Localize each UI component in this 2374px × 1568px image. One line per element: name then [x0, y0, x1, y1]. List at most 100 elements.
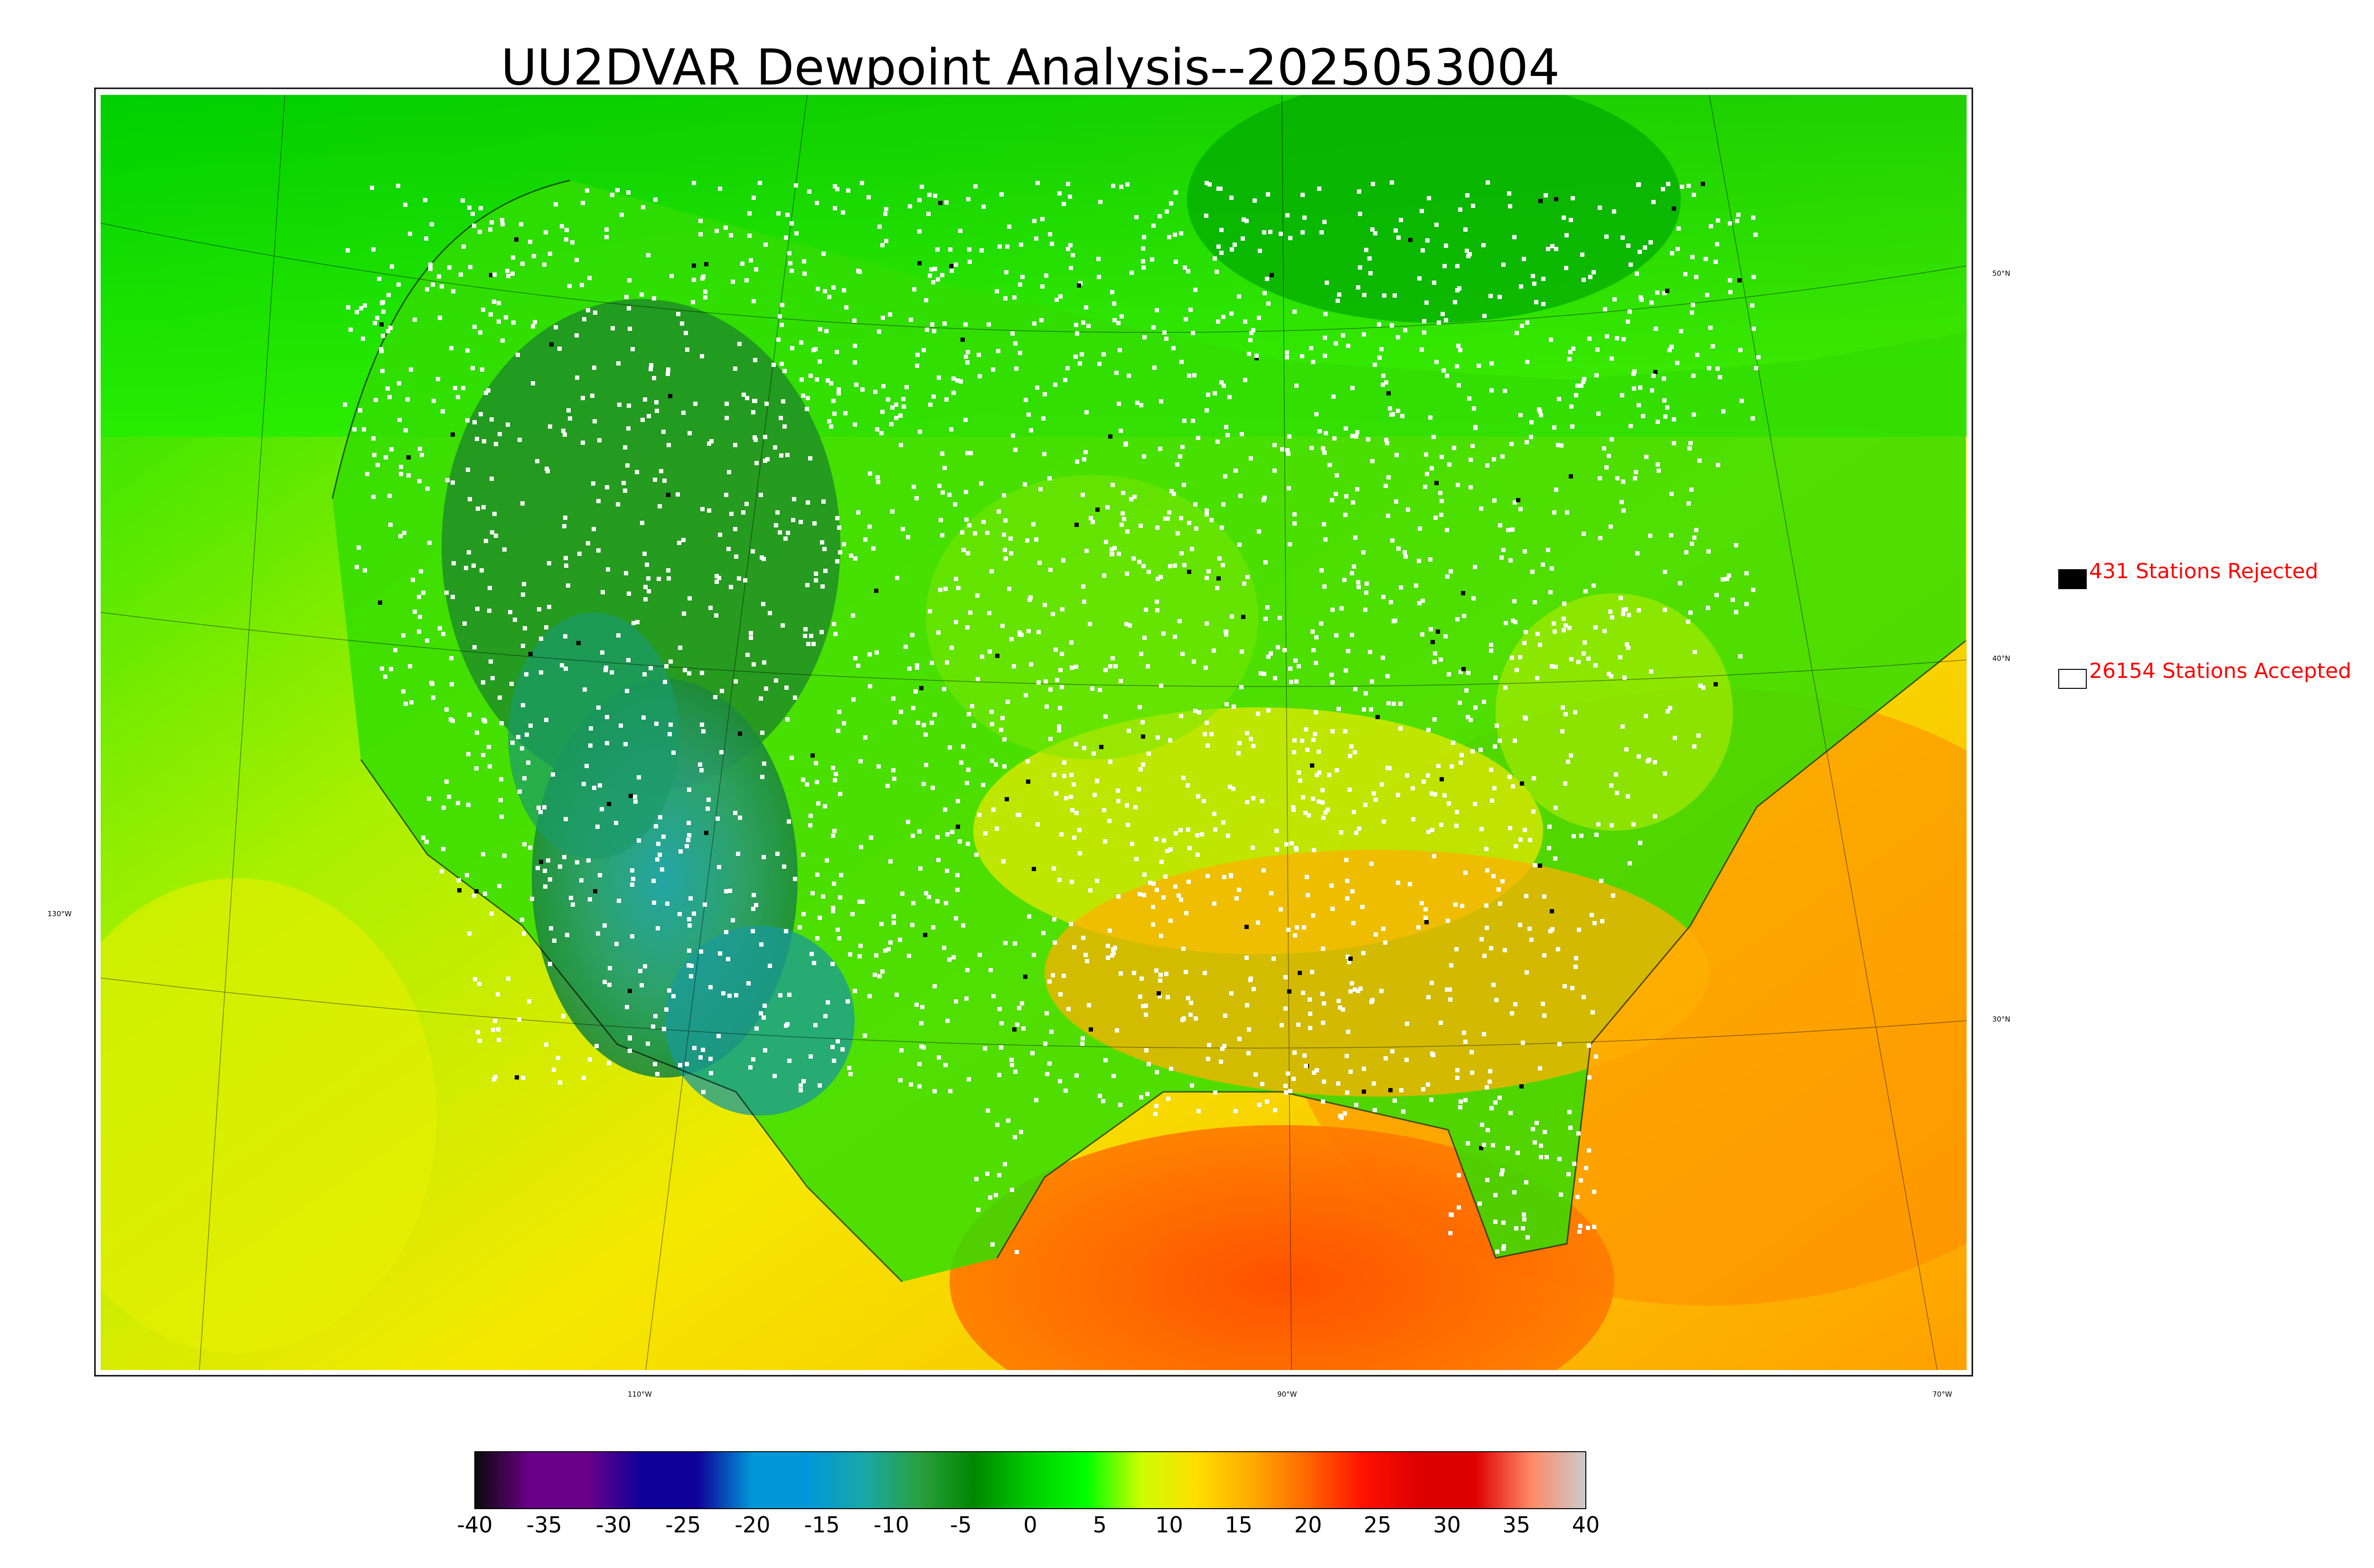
accepted-station-marker: [552, 1068, 556, 1072]
accepted-station-marker: [607, 983, 612, 987]
accepted-station-marker: [1012, 664, 1016, 668]
rejected-station-marker: [1672, 207, 1676, 211]
accepted-station-marker: [1291, 807, 1296, 812]
accepted-station-marker: [818, 1083, 822, 1088]
accepted-station-marker: [1285, 213, 1290, 217]
accepted-station-marker: [1141, 1004, 1145, 1008]
accepted-station-marker: [1269, 891, 1273, 895]
accepted-station-marker: [1708, 326, 1713, 330]
accepted-station-marker: [726, 957, 730, 961]
accepted-station-marker: [945, 869, 949, 873]
accepted-station-marker: [743, 578, 747, 582]
accepted-station-marker: [1711, 344, 1715, 348]
accepted-station-marker: [1111, 656, 1115, 660]
accepted-station-marker: [437, 274, 441, 279]
accepted-station-marker: [355, 310, 359, 314]
accepted-station-marker: [1223, 1014, 1227, 1018]
accepted-station-marker: [1063, 378, 1067, 382]
accepted-station-marker: [1466, 1141, 1470, 1145]
accepted-station-marker: [1353, 750, 1357, 754]
accepted-station-marker: [1679, 329, 1683, 333]
accepted-station-marker: [420, 453, 424, 457]
accepted-station-marker: [1254, 354, 1259, 358]
accepted-station-marker: [544, 230, 548, 235]
accepted-station-marker: [955, 888, 960, 892]
accepted-station-marker: [1485, 868, 1489, 873]
accepted-station-marker: [1322, 522, 1326, 526]
accepted-station-marker: [386, 386, 390, 391]
accepted-station-marker: [1522, 641, 1526, 645]
accepted-station-marker: [1027, 598, 1032, 602]
accepted-station-marker: [1169, 201, 1173, 206]
accepted-station-marker: [620, 213, 624, 217]
accepted-station-marker: [823, 569, 828, 573]
accepted-station-marker: [1003, 518, 1008, 523]
accepted-station-marker: [628, 1049, 632, 1053]
accepted-station-marker: [1455, 617, 1460, 621]
accepted-station-marker: [493, 1075, 498, 1079]
accepted-station-marker: [876, 764, 881, 769]
accepted-station-marker: [778, 530, 782, 535]
accepted-station-marker: [1314, 661, 1318, 665]
accepted-station-marker: [1583, 589, 1588, 593]
accepted-station-marker: [447, 265, 452, 270]
accepted-station-marker: [762, 1015, 766, 1020]
accepted-station-marker: [698, 1055, 703, 1060]
accepted-station-marker: [928, 609, 932, 613]
accepted-station-marker: [784, 1023, 788, 1028]
accepted-station-marker: [1445, 574, 1450, 579]
accepted-station-marker: [1310, 629, 1315, 634]
accepted-station-marker: [1374, 798, 1378, 802]
colorbar-tick-label: 25: [1364, 1512, 1392, 1538]
accepted-station-marker: [1216, 319, 1220, 324]
accepted-station-marker: [1074, 811, 1079, 815]
accepted-station-marker: [626, 190, 631, 195]
accepted-station-marker: [1081, 936, 1085, 940]
accepted-station-marker: [480, 367, 484, 372]
accepted-station-marker: [1641, 414, 1645, 418]
accepted-station-marker: [801, 394, 805, 398]
accepted-station-marker: [1125, 529, 1130, 534]
accepted-station-marker: [794, 183, 798, 188]
accepted-station-marker: [810, 952, 814, 956]
accepted-station-marker: [969, 451, 973, 455]
accepted-station-marker: [981, 783, 985, 787]
colorbar: -40 -35 -30 -25 -20 -15 -10 -5 0 5 10 15 20 25 30 35 40: [457, 1451, 1600, 1538]
accepted-station-marker: [1074, 323, 1078, 327]
accepted-station-marker: [1004, 556, 1008, 561]
accepted-station-marker: [760, 775, 764, 779]
accepted-station-marker: [1622, 676, 1627, 680]
accepted-station-marker: [844, 305, 848, 310]
accepted-station-marker: [1691, 303, 1695, 307]
accepted-station-marker: [1200, 832, 1204, 836]
accepted-station-marker: [442, 806, 446, 810]
accepted-station-marker: [413, 318, 417, 322]
accepted-station-marker: [1057, 878, 1062, 882]
accepted-station-marker: [829, 424, 833, 429]
accepted-station-marker: [1080, 1042, 1084, 1046]
accepted-station-marker: [1249, 737, 1253, 741]
accepted-station-marker: [1350, 633, 1354, 637]
accepted-station-marker: [1300, 193, 1305, 197]
accepted-station-marker: [633, 799, 638, 804]
accepted-station-marker: [396, 282, 401, 287]
accepted-station-marker: [880, 410, 885, 414]
accepted-station-marker: [483, 719, 487, 723]
accepted-station-marker: [643, 964, 647, 968]
accepted-station-marker: [827, 419, 831, 423]
accepted-station-marker: [510, 272, 515, 276]
accepted-station-marker: [1477, 364, 1481, 368]
accepted-station-marker: [883, 212, 887, 216]
accepted-station-marker: [1224, 632, 1228, 637]
accepted-station-marker: [1549, 338, 1553, 342]
accepted-station-marker: [831, 399, 836, 403]
accepted-station-marker: [1385, 674, 1390, 678]
accepted-station-marker: [1224, 629, 1228, 634]
accepted-station-marker: [1336, 1081, 1340, 1086]
accepted-station-marker: [782, 369, 787, 373]
accepted-station-marker: [471, 366, 475, 370]
accepted-station-marker: [848, 1072, 853, 1076]
accepted-station-marker: [438, 316, 442, 320]
accepted-station-marker: [988, 1195, 992, 1200]
accepted-station-marker: [592, 786, 596, 790]
